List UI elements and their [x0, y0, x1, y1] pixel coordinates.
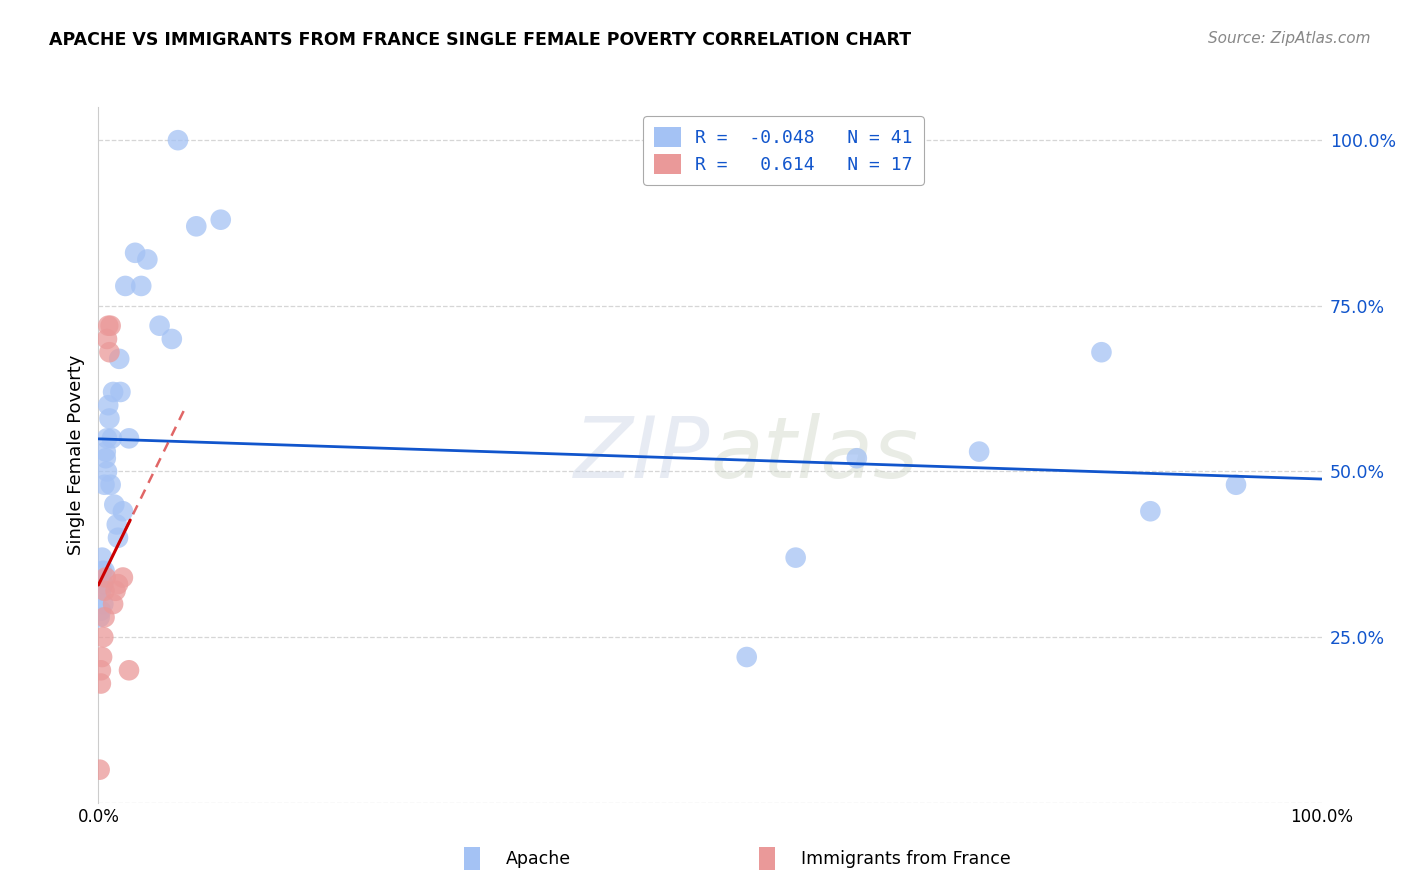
Point — [96, 332, 118, 346]
Point — [91, 564, 114, 578]
Point — [124, 245, 146, 260]
Point — [94, 451, 117, 466]
Text: Immigrants from France: Immigrants from France — [801, 849, 1011, 868]
Point — [845, 451, 868, 466]
Point — [111, 504, 134, 518]
Text: atlas: atlas — [710, 413, 918, 497]
Point — [107, 531, 129, 545]
Point — [105, 517, 128, 532]
Point — [94, 570, 117, 584]
Point — [1139, 504, 1161, 518]
Y-axis label: Single Female Poverty: Single Female Poverty — [66, 355, 84, 555]
Point — [114, 279, 136, 293]
Point — [735, 650, 758, 665]
Point — [90, 676, 112, 690]
Point — [93, 610, 115, 624]
Point — [91, 577, 114, 591]
Point — [93, 477, 115, 491]
Text: ZIP: ZIP — [574, 413, 710, 497]
Point — [98, 345, 121, 359]
Point — [101, 431, 124, 445]
Point — [129, 279, 152, 293]
Point — [90, 663, 112, 677]
Point — [149, 318, 172, 333]
Point — [118, 431, 141, 445]
Point — [98, 411, 121, 425]
Point — [97, 318, 120, 333]
Point — [89, 763, 111, 777]
Point — [93, 564, 115, 578]
Point — [967, 444, 990, 458]
Point — [118, 663, 141, 677]
Point — [93, 583, 115, 598]
Point — [96, 431, 118, 445]
Point — [209, 212, 232, 227]
Point — [110, 384, 132, 399]
Text: Source: ZipAtlas.com: Source: ZipAtlas.com — [1208, 31, 1371, 46]
Point — [167, 133, 190, 147]
Point — [90, 604, 112, 618]
Point — [136, 252, 159, 267]
Point — [785, 550, 807, 565]
Text: Apache: Apache — [506, 849, 571, 868]
Point — [107, 577, 129, 591]
Point — [101, 384, 124, 399]
Point — [1090, 345, 1112, 359]
Point — [100, 318, 122, 333]
Point — [91, 630, 114, 644]
Point — [91, 650, 114, 665]
Point — [91, 597, 114, 611]
Point — [90, 583, 112, 598]
Legend: R =  -0.048   N = 41, R =   0.614   N = 17: R = -0.048 N = 41, R = 0.614 N = 17 — [643, 116, 924, 185]
Point — [97, 398, 120, 412]
Point — [103, 498, 125, 512]
Point — [186, 219, 208, 234]
Text: APACHE VS IMMIGRANTS FROM FRANCE SINGLE FEMALE POVERTY CORRELATION CHART: APACHE VS IMMIGRANTS FROM FRANCE SINGLE … — [49, 31, 911, 49]
Point — [96, 465, 118, 479]
Point — [160, 332, 183, 346]
Point — [101, 597, 124, 611]
Point — [1225, 477, 1247, 491]
Point — [89, 610, 111, 624]
Point — [104, 583, 127, 598]
Point — [100, 477, 122, 491]
Point — [111, 570, 134, 584]
Point — [94, 444, 117, 458]
Point — [108, 351, 131, 366]
Point — [91, 550, 114, 565]
